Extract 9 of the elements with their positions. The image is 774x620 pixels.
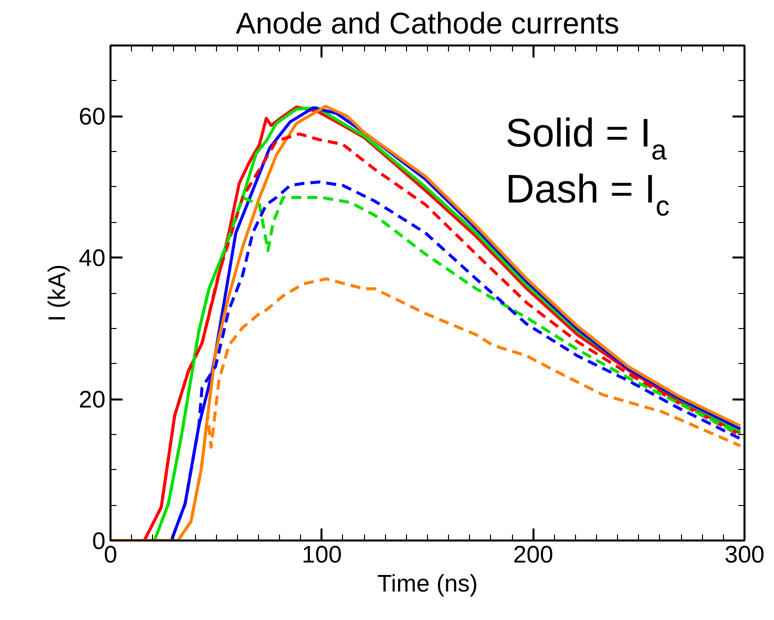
chart-title: Anode and Cathode currents [236, 8, 620, 40]
x-tick-label: 200 [513, 542, 554, 568]
y-axis-title: I (kA) [44, 264, 71, 322]
x-tick-label: 100 [302, 542, 342, 568]
x-axis-title: Time (ns) [377, 570, 478, 598]
x-tick-label: 300 [724, 542, 765, 568]
y-tick-label: 40 [78, 245, 106, 272]
y-tick-label: 60 [78, 104, 106, 131]
y-tick-label: 20 [78, 386, 106, 414]
